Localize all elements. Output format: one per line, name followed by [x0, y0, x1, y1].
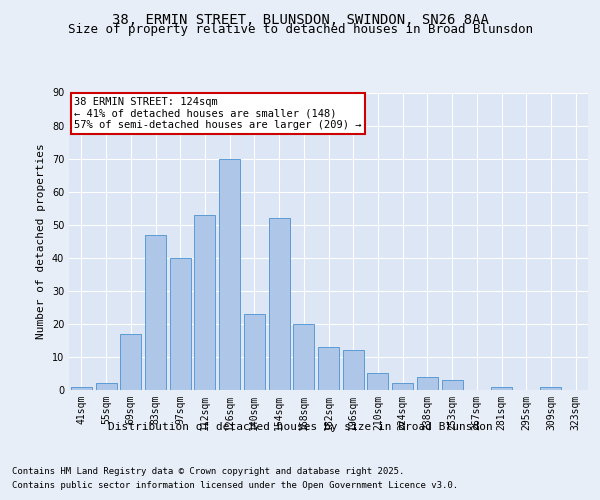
- Text: Size of property relative to detached houses in Broad Blunsdon: Size of property relative to detached ho…: [67, 22, 533, 36]
- Bar: [417, 377, 438, 390]
- Bar: [219, 158, 240, 390]
- Bar: [293, 324, 314, 390]
- Bar: [318, 347, 339, 390]
- Bar: [442, 380, 463, 390]
- Text: 38, ERMIN STREET, BLUNSDON, SWINDON, SN26 8AA: 38, ERMIN STREET, BLUNSDON, SWINDON, SN2…: [112, 12, 488, 26]
- Text: 38 ERMIN STREET: 124sqm
← 41% of detached houses are smaller (148)
57% of semi-d: 38 ERMIN STREET: 124sqm ← 41% of detache…: [74, 97, 362, 130]
- Bar: [491, 386, 512, 390]
- Text: Distribution of detached houses by size in Broad Blunsdon: Distribution of detached houses by size …: [107, 422, 493, 432]
- Bar: [343, 350, 364, 390]
- Bar: [120, 334, 141, 390]
- Bar: [95, 384, 116, 390]
- Bar: [194, 215, 215, 390]
- Bar: [170, 258, 191, 390]
- Bar: [269, 218, 290, 390]
- Bar: [541, 386, 562, 390]
- Bar: [145, 234, 166, 390]
- Text: Contains public sector information licensed under the Open Government Licence v3: Contains public sector information licen…: [12, 481, 458, 490]
- Text: Contains HM Land Registry data © Crown copyright and database right 2025.: Contains HM Land Registry data © Crown c…: [12, 468, 404, 476]
- Y-axis label: Number of detached properties: Number of detached properties: [36, 144, 46, 339]
- Bar: [244, 314, 265, 390]
- Bar: [71, 386, 92, 390]
- Bar: [367, 374, 388, 390]
- Bar: [392, 384, 413, 390]
